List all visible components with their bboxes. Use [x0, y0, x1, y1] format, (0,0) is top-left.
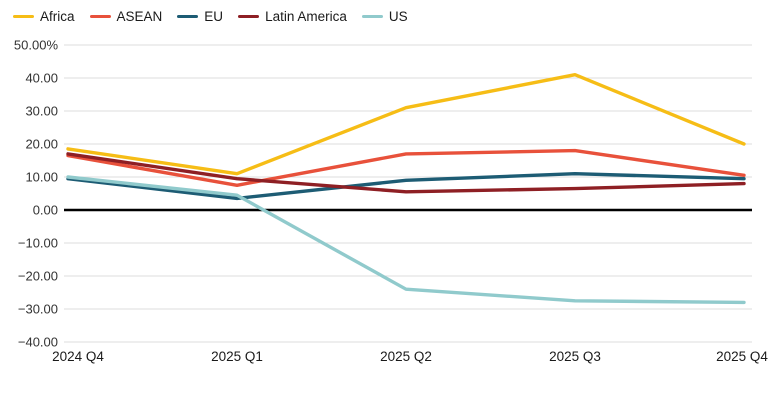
legend-label: Africa: [40, 9, 75, 24]
line-latin-america: [66, 152, 746, 194]
y-axis-label-10: 10.00: [25, 170, 58, 185]
line-eu: [66, 171, 746, 201]
line-africa: [66, 72, 746, 176]
legend-label: EU: [204, 9, 224, 24]
y-axis-label-20: 20.00: [25, 137, 58, 152]
y-axis-label-0: 0.00: [33, 203, 58, 218]
y-axis-label-40: 40.00: [25, 71, 58, 86]
x-axis-label-5: 2025 Q4: [716, 349, 768, 364]
legend-swatch-icon: [177, 14, 199, 19]
legend-item-asean[interactable]: ASEAN: [89, 9, 163, 24]
x-axis-label-3: 2025 Q2: [380, 349, 432, 364]
legend-swatch-icon: [238, 14, 260, 19]
x-axis-label-1: 2024 Q4: [52, 349, 104, 364]
chart-legend: Africa ASEAN EU Latin America US: [13, 9, 408, 24]
y-axis-label--20: −20.00: [18, 269, 58, 284]
legend-label: US: [388, 9, 408, 24]
y-axis-label--10: −10.00: [18, 236, 58, 251]
x-axis-label-2: 2025 Q1: [211, 349, 263, 364]
legend-item-us[interactable]: US: [361, 9, 408, 24]
legend-item-latin-america[interactable]: Latin America: [238, 9, 347, 24]
y-axis-label--40: −40.00: [18, 335, 58, 350]
y-axis-label--30: −30.00: [18, 302, 58, 317]
legend-label: ASEAN: [116, 9, 163, 24]
legend-label: Latin America: [265, 9, 347, 24]
y-axis-label-30: 30.00: [25, 104, 58, 119]
line-us: [66, 175, 746, 305]
legend-swatch-icon: [361, 14, 383, 19]
legend-swatch-icon: [89, 14, 111, 19]
legend-swatch-icon: [13, 14, 34, 19]
legend-item-eu[interactable]: EU: [177, 9, 223, 24]
line-asean: [66, 148, 746, 188]
x-axis-label-4: 2025 Q3: [549, 349, 601, 364]
legend-item-africa[interactable]: Africa: [13, 9, 75, 24]
y-axis-label-50: 50.00%: [14, 38, 59, 53]
